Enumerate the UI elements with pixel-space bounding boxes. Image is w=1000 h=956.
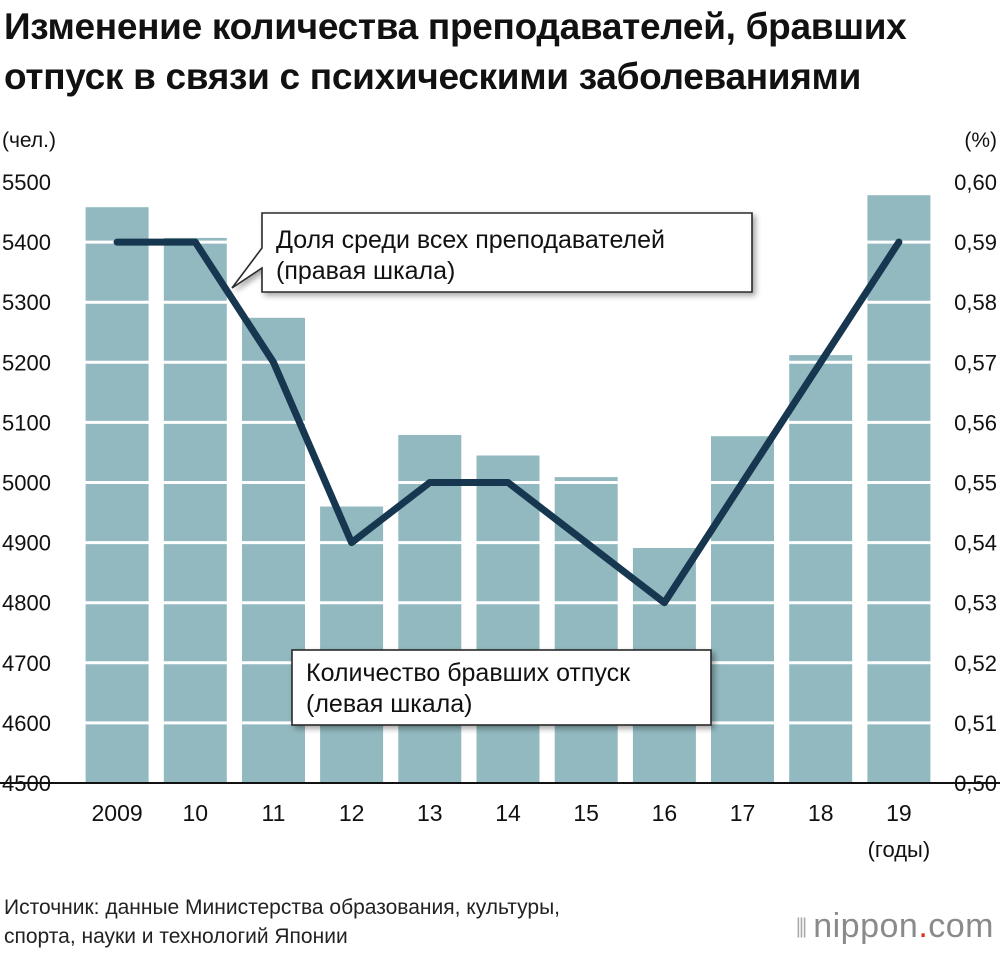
bar-19	[867, 195, 931, 783]
right-tick-label: 0,54	[954, 531, 997, 556]
left-tick-label: 4600	[2, 711, 51, 736]
right-tick-label: 0,55	[954, 471, 997, 496]
bar-14	[476, 455, 540, 783]
bar-10	[163, 237, 227, 783]
right-tick-label: 0,58	[954, 290, 997, 315]
bar-13	[398, 435, 462, 783]
left-tick-label: 4800	[2, 591, 51, 616]
bar-17	[711, 436, 774, 783]
left-tick-label: 4500	[2, 771, 51, 796]
x-tick-label: 19	[886, 800, 912, 826]
bar-18	[789, 355, 853, 783]
x-tick-label: 17	[730, 800, 756, 826]
nippon-logo: ⦀ nippon.com	[796, 907, 994, 946]
line-label-callout	[231, 212, 753, 293]
bar-label-text-1: Количество бравших отпуск	[306, 659, 631, 687]
right-tick-label: 0,59	[954, 230, 997, 255]
x-axis-unit: (годы)	[868, 837, 931, 862]
left-tick-label: 5000	[2, 471, 51, 496]
right-tick-label: 0,53	[954, 591, 997, 616]
right-tick-label: 0,56	[954, 410, 997, 435]
chart-title: Изменение количества преподавателей, бра…	[4, 2, 994, 102]
left-tick-label: 5400	[2, 230, 51, 255]
source-line-1: Источник: данные Министерства образовани…	[4, 896, 561, 919]
left-tick-label: 5200	[2, 350, 51, 375]
left-tick-label: 4700	[2, 651, 51, 676]
left-tick-label: 5300	[2, 290, 51, 315]
x-tick-label: 15	[573, 800, 599, 826]
x-tick-label: 11	[262, 800, 286, 826]
chart-title-line-1: Изменение количества преподавателей, бра…	[4, 6, 907, 47]
x-tick-label: 12	[339, 800, 365, 826]
logo-name: nippon	[813, 907, 919, 945]
right-axis-unit: (%)	[964, 129, 997, 152]
bar-2009	[85, 207, 149, 783]
right-tick-label: 0,50	[954, 771, 997, 796]
logo-dot: .	[918, 907, 929, 945]
nippon-logo-icon: ⦀	[795, 913, 808, 943]
chart-title-line-2: отпуск в связи с психическими заболевани…	[4, 56, 862, 97]
right-tick-label: 0,57	[954, 350, 997, 375]
source-note: Источник: данные Министерства образовани…	[4, 893, 560, 951]
source-line-2: спорта, науки и технологий Японии	[4, 925, 348, 948]
x-tick-label: 10	[182, 800, 208, 826]
right-tick-label: 0,52	[954, 651, 997, 676]
bar-label-text-2: (левая шкала)	[306, 690, 472, 718]
left-tick-label: 4900	[2, 531, 51, 556]
left-tick-label: 5100	[2, 410, 51, 435]
logo-tld: com	[928, 907, 994, 945]
x-tick-label: 16	[652, 800, 678, 826]
x-tick-label: 2009	[92, 800, 143, 826]
x-tick-label: 14	[495, 800, 521, 826]
line-label-text-2: (правая шкала)	[276, 257, 455, 285]
x-tick-label: 18	[808, 800, 834, 826]
left-tick-label: 5500	[2, 170, 51, 195]
bar-label-callout	[291, 649, 712, 726]
line-label-text-1: Доля среди всех преподавателей	[276, 226, 665, 254]
x-tick-label: 13	[417, 800, 443, 826]
combo-chart: 5500 5400 5300 5200 5100 5000 4900 4800 4700 4600…	[0, 129, 1000, 862]
right-tick-label: 0,51	[954, 711, 997, 736]
bar-12	[320, 506, 384, 783]
left-axis-unit: (чел.)	[2, 129, 56, 152]
right-tick-label: 0,60	[954, 170, 997, 195]
